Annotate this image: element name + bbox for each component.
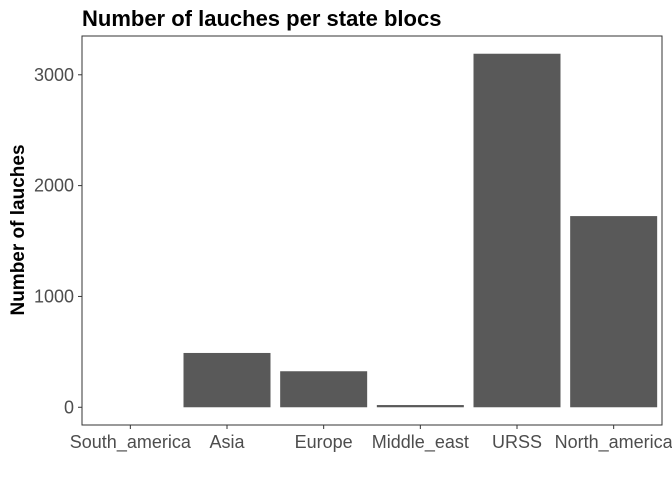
plot-panel <box>81 35 663 426</box>
x-tick-label: South_america <box>70 432 192 453</box>
y-tick-label: 2000 <box>34 176 74 196</box>
x-axis-ticks: South_america Asia Europe Middle_east URSS No… <box>70 425 672 453</box>
y-axis-label: Number of lauches <box>8 144 29 315</box>
bar-europe <box>280 371 368 408</box>
x-tick-label: Europe <box>295 432 353 452</box>
bar-asia <box>183 352 271 408</box>
bar-middle-east <box>376 405 464 408</box>
y-tick-label: 1000 <box>34 286 74 306</box>
bar-north-america <box>570 216 658 408</box>
x-tick-label: Middle_east <box>372 432 469 453</box>
bar-urss <box>473 53 561 408</box>
x-tick-label: URSS <box>492 432 542 452</box>
y-tick-label: 3000 <box>34 65 74 85</box>
bars <box>86 53 658 408</box>
x-tick-label: Asia <box>209 432 245 452</box>
x-tick-label: North_america <box>555 432 672 453</box>
y-tick-label: 0 <box>64 397 74 417</box>
chart-title: Number of lauches per state blocs <box>82 6 441 31</box>
y-axis-ticks: 0 1000 2000 3000 <box>34 65 82 417</box>
